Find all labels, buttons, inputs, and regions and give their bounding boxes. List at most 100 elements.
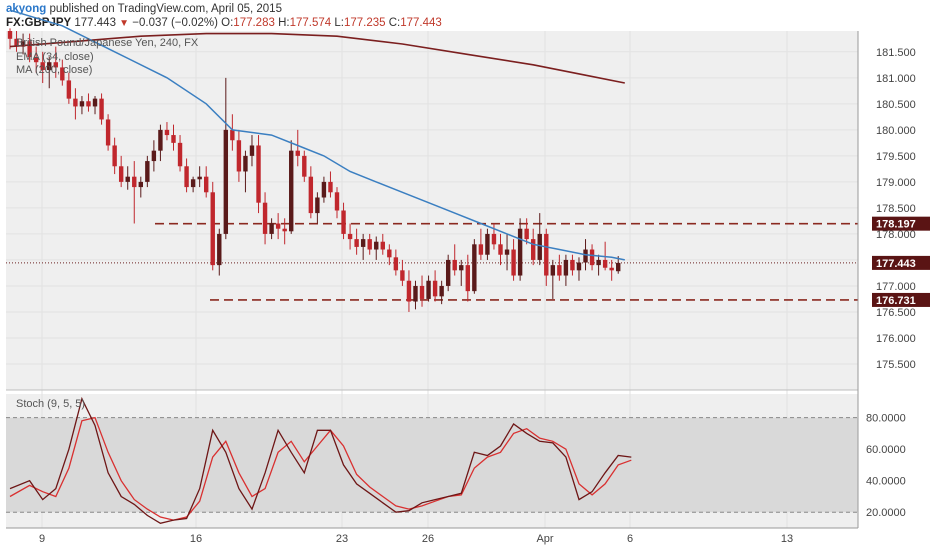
candle (452, 259, 457, 271)
x-tick-label: Apr (536, 533, 553, 545)
y-tick-label: 181.000 (876, 73, 916, 85)
open-label: O: (221, 17, 234, 29)
y-tick-label: 176.000 (876, 333, 916, 345)
high-label: H: (278, 17, 290, 29)
y-tick-label: 180.500 (876, 99, 916, 111)
candle (73, 98, 78, 107)
candle (583, 249, 588, 263)
down-triangle-icon: ▼ (119, 18, 130, 29)
stoch-tick-label: 20.0000 (866, 507, 906, 519)
candle (145, 161, 150, 182)
candle (138, 181, 143, 188)
candle (616, 262, 621, 272)
candle (432, 280, 438, 297)
candle (400, 270, 405, 281)
x-tick-label: 9 (39, 533, 45, 545)
candle (504, 249, 510, 255)
candle (14, 38, 19, 47)
candle (256, 145, 261, 203)
candle (491, 233, 497, 245)
candle (445, 259, 451, 286)
candle (511, 249, 516, 276)
candle (334, 192, 340, 211)
candle (151, 150, 157, 162)
stoch-tick-label: 60.0000 (866, 444, 906, 456)
candle (596, 259, 601, 266)
stoch-tick-label: 80.0000 (866, 413, 906, 425)
candle (315, 197, 320, 214)
candle (86, 101, 91, 107)
candle (60, 67, 65, 81)
price-label-box (872, 292, 930, 307)
stoch-k-line (9, 396, 632, 524)
y-tick-label: 178.500 (876, 203, 916, 215)
symbol[interactable]: FX:GBPJPY (6, 17, 72, 29)
indicator-lines (9, 9, 625, 261)
close-value: 177.443 (400, 17, 442, 29)
candle (243, 155, 248, 172)
legend-stoch: Stoch (9, 5, 5) (16, 398, 85, 410)
price-label-box (872, 255, 930, 270)
legend-ema: EMA (34, close) (16, 51, 94, 63)
candle (249, 145, 255, 156)
high-value: 177.574 (289, 17, 332, 29)
ohlc-line: FX:GBPJPY 177.443 ▼ −0.037 (−0.02%) O:17… (6, 17, 442, 29)
candle (589, 249, 595, 266)
price-label-box (872, 216, 930, 231)
candle (132, 176, 137, 188)
candle (374, 241, 379, 250)
candle (550, 265, 556, 276)
candle (328, 181, 333, 193)
candle (537, 233, 542, 260)
candle (40, 62, 45, 71)
candle (367, 239, 372, 250)
candle (269, 223, 274, 234)
stoch-d-line (9, 416, 632, 521)
candle (105, 119, 111, 146)
price-panel-bg (6, 31, 858, 390)
candle (223, 129, 229, 234)
y-tick-label: 177.000 (876, 281, 916, 293)
candle (609, 267, 614, 271)
x-tick-label: 13 (781, 533, 793, 545)
price-label: 178.197 (876, 219, 916, 231)
candle (393, 257, 399, 271)
candle (289, 150, 294, 232)
candle (47, 62, 52, 71)
candle (472, 244, 477, 292)
candle (380, 241, 385, 250)
candle (171, 135, 176, 143)
candle (557, 265, 562, 276)
candle (563, 259, 569, 276)
candle (158, 129, 163, 151)
candle (439, 285, 444, 297)
candle (282, 228, 287, 232)
candle (602, 259, 608, 268)
candle (262, 202, 268, 234)
candle (459, 265, 464, 271)
candle (184, 166, 189, 188)
candle (341, 210, 346, 234)
published-text: published on TradingView.com, April 05, … (49, 3, 282, 15)
ema34-line (9, 9, 625, 261)
y-tick-label: 181.500 (876, 47, 916, 59)
candle (236, 140, 242, 172)
price-label: 176.731 (876, 295, 916, 307)
candle (66, 80, 72, 99)
low-value: 177.235 (343, 17, 386, 29)
candle (112, 145, 117, 167)
x-tick-label: 6 (627, 533, 633, 545)
low-label: L: (334, 17, 344, 29)
candle (347, 233, 353, 240)
candle (53, 62, 58, 68)
y-tick-label: 179.000 (876, 177, 916, 189)
candle (118, 166, 124, 182)
stoch-band (6, 417, 858, 513)
open-value: 177.283 (233, 17, 275, 29)
candle (478, 244, 484, 255)
candle (413, 285, 418, 302)
candle (125, 176, 130, 182)
candle (197, 176, 202, 180)
candle (465, 265, 470, 292)
